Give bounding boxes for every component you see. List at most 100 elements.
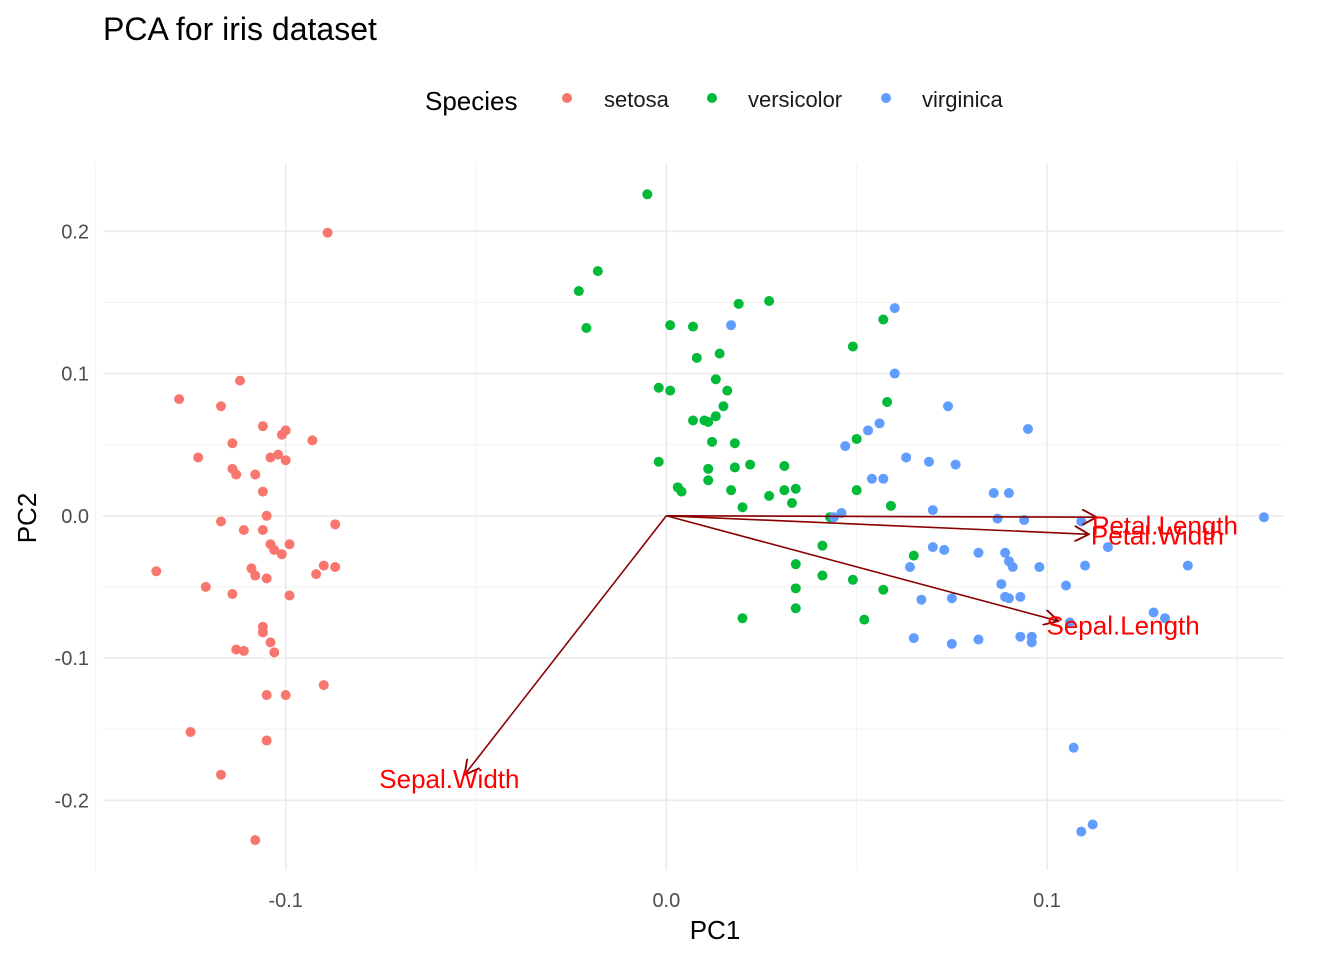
point-setosa [330, 562, 341, 572]
legend-key-virginica [881, 93, 891, 103]
point-virginica [1102, 542, 1113, 553]
point-virginica [1087, 819, 1098, 830]
point-versicolor [573, 286, 584, 297]
point-virginica [1080, 560, 1091, 571]
point-versicolor [817, 570, 828, 581]
point-versicolor [703, 475, 714, 486]
point-virginica [916, 594, 927, 605]
point-virginica [1000, 547, 1011, 558]
point-virginica [988, 488, 999, 499]
loading-arrow-petal-width [666, 514, 1089, 534]
point-versicolor [779, 485, 790, 496]
point-versicolor [851, 433, 862, 444]
point-versicolor [737, 613, 748, 624]
point-versicolor [665, 385, 676, 396]
point-versicolor [790, 559, 801, 570]
loading-arrow-sepal-width [465, 515, 667, 775]
point-setosa [216, 401, 226, 412]
point-versicolor [688, 415, 698, 426]
legend-label-versicolor: versicolor [748, 87, 842, 112]
point-virginica [836, 507, 847, 518]
x-axis-ticks: -0.1 0.0 0.1 [268, 890, 1060, 912]
point-virginica [946, 638, 957, 649]
legend-key-versicolor [707, 93, 717, 103]
point-setosa [307, 435, 318, 446]
point-setosa [227, 438, 238, 449]
point-setosa [273, 449, 284, 460]
legend-key-setosa [562, 93, 572, 103]
point-setosa [265, 452, 276, 463]
point-virginica [1026, 637, 1037, 648]
y-axis-ticks: 0.2 0.1 0.0 -0.1 -0.2 [55, 221, 89, 812]
point-setosa [174, 394, 185, 405]
point-versicolor [885, 500, 896, 511]
point-virginica [878, 473, 889, 484]
point-setosa [261, 510, 272, 521]
point-versicolor [878, 584, 889, 595]
point-versicolor [859, 614, 870, 625]
scatter-points [151, 189, 1269, 846]
point-versicolor [745, 459, 756, 470]
loading-label-sepal-length: Sepal.Length [1047, 610, 1200, 640]
point-virginica [874, 418, 885, 429]
chart-title: PCA for iris dataset [103, 11, 377, 47]
x-tick-label: 0.1 [1033, 890, 1061, 912]
point-setosa [231, 644, 242, 655]
loading-label-sepal-width: Sepal.Width [379, 764, 519, 794]
point-setosa [284, 539, 295, 550]
point-virginica [1003, 593, 1014, 604]
point-setosa [322, 227, 333, 238]
point-virginica [1064, 617, 1075, 628]
point-setosa [318, 680, 329, 691]
point-virginica [927, 505, 938, 516]
point-setosa [185, 727, 196, 738]
point-versicolor [817, 540, 828, 551]
x-tick-label: -0.1 [268, 890, 302, 912]
point-setosa [200, 581, 211, 592]
point-versicolor [581, 323, 592, 334]
point-virginica [939, 544, 950, 555]
point-setosa [250, 469, 261, 480]
point-virginica [996, 579, 1007, 590]
point-setosa [151, 566, 162, 577]
point-setosa [269, 647, 280, 658]
point-setosa [276, 549, 287, 560]
point-setosa [193, 452, 204, 463]
point-virginica [904, 562, 915, 572]
point-virginica [946, 593, 957, 604]
point-setosa [257, 421, 268, 432]
point-virginica [1015, 631, 1026, 642]
point-virginica [973, 634, 984, 645]
point-versicolor [729, 462, 740, 473]
point-virginica [863, 425, 874, 436]
legend-label-virginica: virginica [922, 87, 1003, 112]
point-versicolor [847, 574, 858, 585]
point-versicolor [786, 497, 797, 508]
legend: Species setosa versicolor virginica [425, 86, 1003, 116]
y-tick-label: 0.0 [61, 506, 89, 528]
y-tick-label: -0.1 [55, 648, 89, 670]
point-versicolor [653, 456, 664, 467]
point-versicolor [764, 295, 775, 306]
point-virginica [973, 547, 984, 558]
x-tick-label: 0.0 [652, 890, 680, 912]
point-setosa [257, 525, 268, 536]
point-versicolor [703, 416, 714, 427]
point-versicolor [592, 266, 603, 277]
point-versicolor [676, 486, 687, 497]
point-versicolor [710, 411, 721, 422]
point-versicolor [908, 550, 919, 561]
point-versicolor [653, 382, 664, 393]
point-virginica [1076, 516, 1087, 527]
point-versicolor [790, 583, 801, 594]
point-virginica [889, 368, 900, 379]
point-setosa [216, 769, 226, 780]
point-versicolor [847, 341, 858, 352]
point-versicolor [729, 438, 740, 449]
point-versicolor [710, 374, 721, 385]
point-versicolor [878, 314, 889, 325]
point-virginica [924, 456, 934, 467]
y-tick-label: 0.2 [61, 221, 89, 243]
